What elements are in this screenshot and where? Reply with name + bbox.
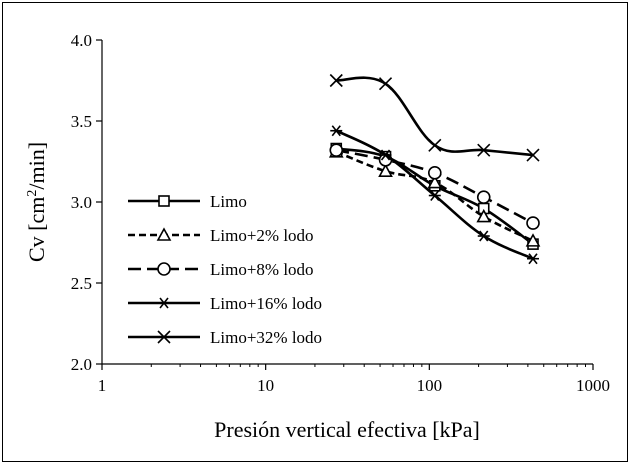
y-tick-label: 2.0 — [71, 355, 92, 374]
data-point — [527, 253, 540, 265]
data-point — [427, 174, 443, 189]
data-point — [378, 77, 393, 91]
legend-item: Limo+16% lodo — [128, 294, 322, 313]
data-point — [525, 233, 541, 247]
data-point — [428, 138, 442, 152]
legend-item: Limo+2% lodo — [128, 226, 314, 245]
legend-label: Limo+2% lodo — [210, 226, 314, 245]
y-axis-title-sup: 2 — [25, 190, 40, 197]
data-point — [329, 73, 343, 88]
data-point — [476, 208, 492, 223]
series-5 — [329, 73, 540, 162]
legend-marker — [158, 195, 170, 207]
data-point — [526, 148, 540, 162]
x-tick-label: 1000 — [576, 376, 610, 395]
legend-label: Limo+32% lodo — [210, 328, 322, 347]
series-layer — [328, 73, 541, 265]
legend-marker — [158, 297, 170, 309]
legend-marker — [157, 330, 171, 344]
data-point — [526, 216, 540, 230]
y-axis-title: Cv [cm2/min] — [24, 142, 49, 262]
legend-label: Limo+16% lodo — [210, 294, 322, 313]
data-point — [378, 163, 393, 178]
x-axis-title: Presión vertical efectiva [kPa] — [214, 417, 480, 442]
legend-label: Limo+8% lodo — [210, 260, 314, 279]
y-tick-label: 2.5 — [71, 274, 92, 293]
y-tick-label: 3.5 — [71, 112, 92, 131]
data-point — [329, 143, 344, 157]
data-point — [477, 230, 490, 242]
legend-item: Limo+32% lodo — [128, 328, 322, 347]
y-tick-label: 4.0 — [71, 31, 92, 50]
y-tick-label: 3.0 — [71, 193, 92, 212]
x-tick-label: 10 — [257, 376, 274, 395]
data-point — [428, 190, 441, 202]
y-axis-title-tail: /min] — [24, 142, 49, 190]
legend-marker — [157, 262, 171, 276]
legend-item: Limo — [128, 192, 247, 211]
data-point — [477, 143, 491, 157]
legend-item: Limo+8% lodo — [128, 260, 314, 279]
series-4 — [330, 125, 540, 265]
data-point — [476, 190, 491, 204]
ticks: 2.0 2.5 3.0 3.5 4.0 1 10 100 1000 — [71, 31, 610, 395]
legend-label: Limo — [210, 192, 247, 211]
series-3 — [329, 143, 540, 230]
legend: Limo Limo+2% lodo Limo+8% lodo Limo+16% lod… — [128, 192, 322, 347]
data-point — [330, 125, 343, 137]
data-point — [379, 149, 392, 161]
data-point — [428, 166, 442, 180]
y-axis-title-main: Cv [cm — [24, 197, 49, 262]
x-tick-label: 1 — [98, 376, 107, 395]
legend-marker — [156, 227, 172, 241]
chart-frame — [2, 2, 628, 462]
x-tick-label: 100 — [417, 376, 443, 395]
